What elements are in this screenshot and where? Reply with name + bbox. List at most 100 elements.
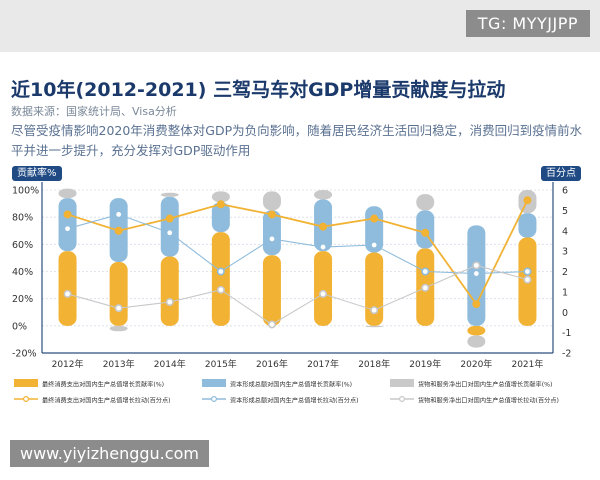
point-investment_line [63,224,72,233]
right-tick-label: 2 [562,267,568,278]
point-netexport_line [472,261,481,270]
x-tick-label: 2021年 [511,358,543,370]
point-investment_line [523,267,532,276]
point-investment_line [267,234,276,243]
bar-netexport [109,325,128,332]
point-investment_line [319,243,328,252]
point-netexport_line [63,289,72,298]
x-tick-label: 2016年 [256,358,288,370]
x-tick-label: 2012年 [52,358,84,370]
point-consumption_line [319,222,328,231]
right-tick-label: -1 [562,328,571,339]
point-investment_line [216,267,225,276]
bar-netexport [314,190,333,200]
point-netexport_line [165,298,174,307]
bar-consumption [160,256,179,326]
bar-netexport [262,191,281,211]
legend-label: 资本形成总额对国内生产总值增长贡献率(%) [230,381,352,389]
point-consumption_line [267,210,276,219]
x-tick-label: 2015年 [205,358,237,370]
bar-investment [262,210,281,256]
bar-consumption [211,232,230,326]
point-consumption_line [421,228,430,237]
right-tick-label: 5 [562,206,568,217]
x-tick-label: 2013年 [103,358,135,370]
watermark-top: TG: MYYJJPP [465,10,590,37]
legend-label: 最终消费支出对国内生产总值增长贡献率(%) [42,381,164,389]
bar-netexport [467,335,486,348]
point-netexport_line [421,283,430,292]
legend-swatch-investment [202,379,226,387]
point-consumption_line [523,196,532,205]
left-tick-label: 20% [12,294,33,305]
bar-investment [518,213,537,238]
x-tick-label: 2014年 [154,358,186,370]
x-tick-label: 2018年 [358,358,390,370]
legend-marker-investment_line [211,396,218,403]
point-consumption_line [165,214,174,223]
bar-netexport [160,192,179,197]
bar-consumption [467,325,486,336]
x-tick-label: 2017年 [307,358,339,370]
left-tick-label: 80% [12,213,33,224]
line-netexport_line [67,264,528,326]
x-tick-label: 2020年 [460,358,492,370]
legend-label: 货物和服务净出口对国内生产总值增长贡献率(%) [418,381,552,389]
legend-marker-consumption_line [23,396,30,403]
point-netexport_line [216,285,225,294]
left-axis-unit-badge: 贡献率% [12,166,62,181]
left-tick-label: 0% [12,321,27,332]
bar-consumption [262,255,281,326]
report-card [0,52,600,480]
point-investment_line [421,267,430,276]
left-tick-label: 60% [12,240,33,251]
point-consumption_line [370,214,379,223]
point-consumption_line [472,300,481,309]
bar-investment [365,206,384,253]
point-netexport_line [370,306,379,315]
page-title: 近10年(2012-2021) 三驾马车对GDP增量贡献度与拉动 [11,79,506,101]
right-axis-unit-badge: 百分点 [541,166,581,181]
bar-netexport [416,194,435,211]
bar-consumption [58,251,77,326]
bar-netexport [365,325,384,328]
right-tick-label: 4 [562,226,568,237]
legend-label: 货物和服务净出口对国内生产总值增长拉动(百分点) [418,397,559,405]
point-investment_line [114,210,123,219]
bar-investment [160,196,179,257]
left-tick-label: -20% [12,349,37,360]
legend-marker-netexport_line [399,396,406,403]
bar-netexport [211,191,230,203]
bar-consumption [109,261,128,326]
bar-consumption [314,251,333,326]
bar-investment [58,198,77,252]
legend-label: 最终消费支出对国内生产总值增长拉动(百分点) [42,397,171,405]
x-tick-label: 2019年 [409,358,441,370]
legend-label: 资本形成总额对国内生产总值增长拉动(百分点) [230,397,359,405]
point-netexport_line [114,304,123,313]
point-consumption_line [216,200,225,209]
watermark-bottom: www.yiyizhenggu.com [10,440,209,467]
legend-swatch-netexport [390,379,414,387]
point-netexport_line [523,275,532,284]
data-source: 数据来源：国家统计局、Visa分析 [11,105,177,118]
left-tick-label: 40% [12,267,33,278]
line-consumption_line [67,199,529,306]
point-consumption_line [114,226,123,235]
description: 尽管受疫情影响2020年消费整体对GDP为负向影响，随着居民经济生活回归稳定，消… [11,123,583,158]
left-tick-label: 100% [12,186,39,197]
point-netexport_line [319,289,328,298]
point-investment_line [370,241,379,250]
right-tick-label: 6 [562,186,568,197]
point-investment_line [472,269,481,278]
legend-swatch-consumption [14,379,38,387]
right-tick-label: 0 [562,308,568,319]
right-tick-label: -2 [562,349,571,360]
bar-consumption [365,252,384,326]
point-investment_line [165,228,174,237]
bar-investment [211,202,230,233]
bar-netexport [58,188,77,199]
point-consumption_line [63,210,72,219]
point-netexport_line [267,320,276,329]
